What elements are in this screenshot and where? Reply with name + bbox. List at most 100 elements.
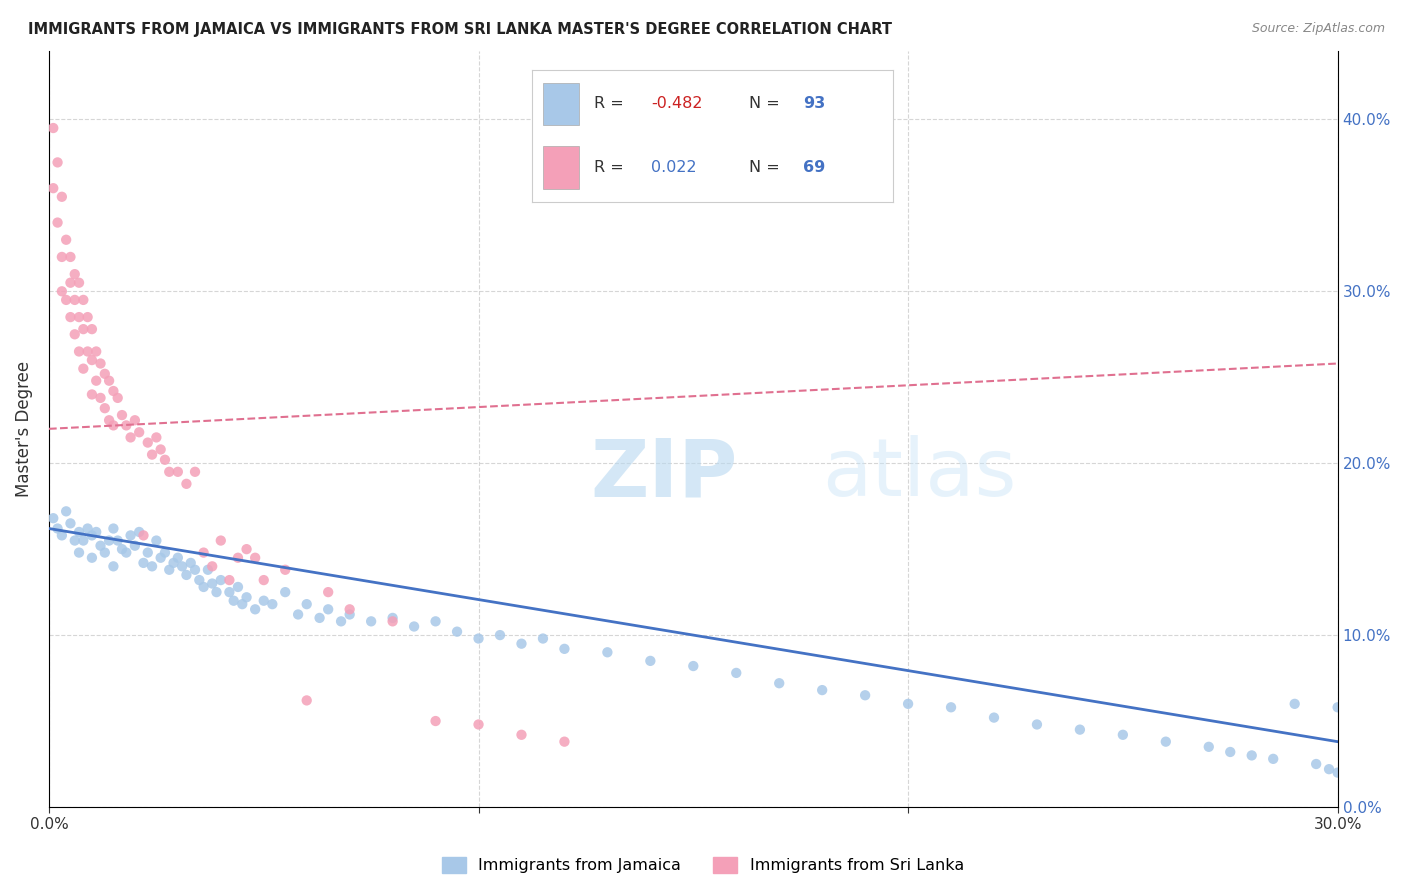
Point: [193, 545, 215, 559]
Point: [72, 293, 94, 307]
Point: [141, 448, 163, 462]
Point: [120, 528, 142, 542]
Point: [84, 344, 107, 359]
Point: [76, 522, 98, 536]
Point: [136, 435, 159, 450]
Point: [89, 539, 111, 553]
Point: [811, 683, 834, 698]
Point: [330, 615, 353, 629]
Point: [360, 615, 382, 629]
Point: [59, 516, 82, 531]
Point: [1326, 700, 1348, 714]
Point: [162, 556, 184, 570]
Point: [231, 597, 253, 611]
Point: [243, 602, 266, 616]
Point: [80, 322, 103, 336]
Point: [243, 550, 266, 565]
Point: [184, 465, 207, 479]
Point: [59, 310, 82, 324]
Text: Source: ZipAtlas.com: Source: ZipAtlas.com: [1251, 22, 1385, 36]
Point: [201, 559, 224, 574]
Point: [72, 533, 94, 548]
Point: [218, 573, 240, 587]
Point: [531, 632, 554, 646]
Point: [111, 542, 134, 557]
Point: [107, 391, 129, 405]
Point: [1154, 734, 1177, 748]
Point: [446, 624, 468, 639]
Point: [128, 524, 150, 539]
Point: [149, 442, 172, 457]
Point: [42, 121, 65, 136]
Point: [103, 522, 125, 536]
Point: [983, 710, 1005, 724]
Point: [157, 563, 180, 577]
Point: [46, 522, 69, 536]
Point: [94, 367, 117, 381]
Point: [1326, 765, 1348, 780]
Point: [180, 556, 202, 570]
Point: [308, 611, 330, 625]
Point: [51, 528, 73, 542]
Point: [381, 611, 404, 625]
Point: [46, 155, 69, 169]
Legend: Immigrants from Jamaica, Immigrants from Sri Lanka: Immigrants from Jamaica, Immigrants from…: [436, 850, 970, 880]
Point: [1284, 697, 1306, 711]
Point: [145, 430, 167, 444]
Point: [197, 563, 219, 577]
Point: [201, 576, 224, 591]
Point: [510, 728, 533, 742]
Point: [166, 465, 188, 479]
Point: [51, 250, 73, 264]
Point: [287, 607, 309, 622]
Point: [89, 357, 111, 371]
Text: ZIP: ZIP: [591, 435, 738, 513]
Point: [682, 659, 704, 673]
Point: [145, 533, 167, 548]
Point: [84, 524, 107, 539]
Point: [63, 533, 86, 548]
Point: [67, 276, 90, 290]
Point: [136, 545, 159, 559]
Point: [1263, 752, 1285, 766]
Point: [128, 425, 150, 440]
Point: [209, 533, 232, 548]
Point: [253, 573, 276, 587]
Point: [98, 413, 121, 427]
Point: [553, 641, 575, 656]
Point: [339, 602, 361, 616]
Point: [1069, 723, 1091, 737]
Point: [467, 632, 489, 646]
Point: [188, 573, 211, 587]
Point: [98, 533, 121, 548]
Point: [404, 619, 426, 633]
Point: [80, 387, 103, 401]
Point: [153, 452, 176, 467]
Point: [939, 700, 962, 714]
Point: [51, 285, 73, 299]
Point: [42, 181, 65, 195]
Point: [72, 322, 94, 336]
Point: [1112, 728, 1135, 742]
Text: IMMIGRANTS FROM JAMAICA VS IMMIGRANTS FROM SRI LANKA MASTER'S DEGREE CORRELATION: IMMIGRANTS FROM JAMAICA VS IMMIGRANTS FR…: [28, 22, 893, 37]
Point: [63, 267, 86, 281]
Point: [157, 465, 180, 479]
Point: [94, 401, 117, 416]
Point: [111, 408, 134, 422]
Point: [316, 602, 339, 616]
Point: [72, 361, 94, 376]
Point: [1334, 700, 1357, 714]
Point: [253, 593, 276, 607]
Point: [67, 344, 90, 359]
Point: [76, 344, 98, 359]
Point: [141, 559, 163, 574]
Point: [63, 327, 86, 342]
Point: [59, 276, 82, 290]
Point: [80, 550, 103, 565]
Point: [67, 524, 90, 539]
Point: [166, 550, 188, 565]
Point: [235, 591, 257, 605]
Point: [381, 615, 404, 629]
Point: [510, 637, 533, 651]
Point: [1348, 769, 1371, 783]
